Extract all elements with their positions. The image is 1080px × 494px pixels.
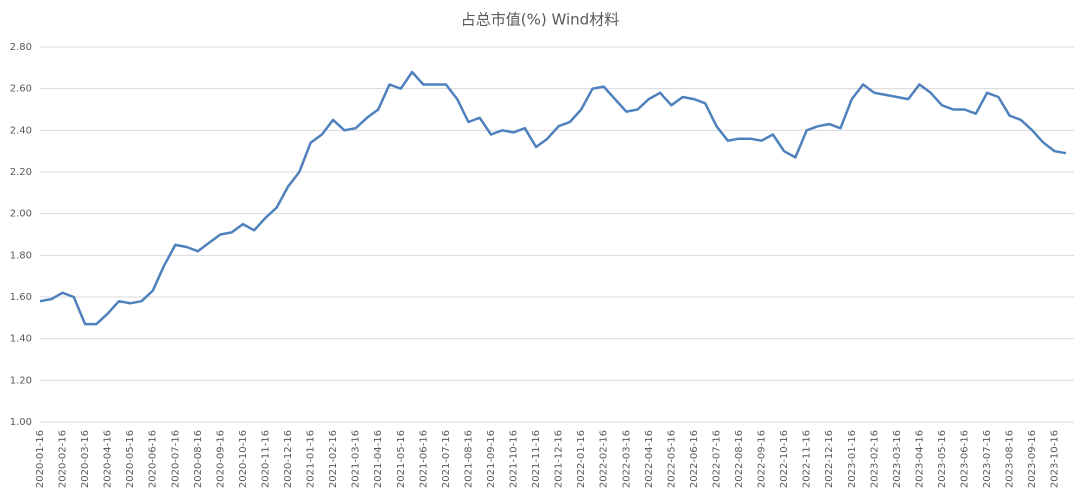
x-tick-label: 2023-10-16: [1050, 430, 1061, 488]
x-tick-label: 2022-03-16: [621, 430, 632, 488]
x-tick-label: 2020-03-16: [80, 430, 91, 488]
x-tick-label: 2020-06-16: [148, 430, 159, 488]
x-tick-label: 2022-07-16: [711, 430, 722, 488]
x-tick-label: 2022-04-16: [644, 430, 655, 488]
x-tick-label: 2021-01-16: [306, 430, 317, 488]
x-tick-label: 2022-11-16: [802, 430, 813, 488]
line-series: [39, 70, 1067, 326]
x-tick-label: 2023-08-16: [1005, 430, 1016, 488]
y-tick-label: 2.00: [10, 209, 32, 220]
x-tick-label: 2020-09-16: [215, 430, 226, 488]
x-tick-label: 2020-11-16: [260, 430, 271, 488]
x-tick-label: 2021-02-16: [328, 430, 339, 488]
x-tick-label: 2021-03-16: [351, 430, 362, 488]
y-tick-label: 2.20: [10, 167, 32, 178]
x-tick-label: 2023-07-16: [982, 430, 993, 488]
y-tick-label: 1.80: [10, 250, 32, 261]
x-tick-label: 2023-09-16: [1027, 430, 1038, 488]
x-tick-label: 2023-06-16: [960, 430, 971, 488]
x-tick-label: 2023-01-16: [847, 430, 858, 488]
x-tick-label: 2020-10-16: [238, 430, 249, 488]
x-tick-label: 2021-09-16: [486, 430, 497, 488]
x-tick-label: 2022-09-16: [757, 430, 768, 488]
x-tick-label: 2020-07-16: [170, 430, 181, 488]
x-tick-label: 2022-01-16: [576, 430, 587, 488]
y-tick-label: 2.60: [10, 84, 32, 95]
y-tick-label: 2.80: [10, 42, 32, 53]
x-tick-label: 2021-11-16: [531, 430, 542, 488]
x-tick-label: 2022-12-16: [824, 430, 835, 488]
x-tick-label: 2020-12-16: [283, 430, 294, 488]
x-tick-label: 2021-06-16: [418, 430, 429, 488]
x-tick-label: 2021-05-16: [396, 430, 407, 488]
y-tick-label: 1.60: [10, 292, 32, 303]
x-tick-label: 2023-05-16: [937, 430, 948, 488]
y-tick-label: 1.40: [10, 334, 32, 345]
x-tick-label: 2022-02-16: [599, 430, 610, 488]
y-tick-label: 1.20: [10, 375, 32, 386]
x-tick-label: 2022-10-16: [779, 430, 790, 488]
x-tick-label: 2023-03-16: [892, 430, 903, 488]
x-tick-label: 2021-07-16: [441, 430, 452, 488]
x-tick-label: 2022-06-16: [689, 430, 700, 488]
x-tick-label: 2020-04-16: [103, 430, 114, 488]
x-tick-label: 2020-02-16: [58, 430, 69, 488]
x-tick-label: 2021-12-16: [554, 430, 565, 488]
x-tick-label: 2020-08-16: [193, 430, 204, 488]
x-tick-label: 2020-05-16: [125, 430, 136, 488]
chart-title: 占总市值(%) Wind材料: [461, 11, 619, 29]
x-tick-label: 2021-04-16: [373, 430, 384, 488]
x-tick-label: 2021-08-16: [463, 430, 474, 488]
y-tick-label: 2.40: [10, 125, 32, 136]
x-tick-label: 2022-05-16: [666, 430, 677, 488]
x-tick-label: 2023-04-16: [914, 430, 925, 488]
x-tick-label: 2021-10-16: [509, 430, 520, 488]
y-tick-label: 1.00: [10, 417, 32, 428]
x-tick-label: 2022-08-16: [734, 430, 745, 488]
x-tick-label: 2023-02-16: [869, 430, 880, 488]
x-tick-label: 2020-01-16: [35, 430, 46, 488]
